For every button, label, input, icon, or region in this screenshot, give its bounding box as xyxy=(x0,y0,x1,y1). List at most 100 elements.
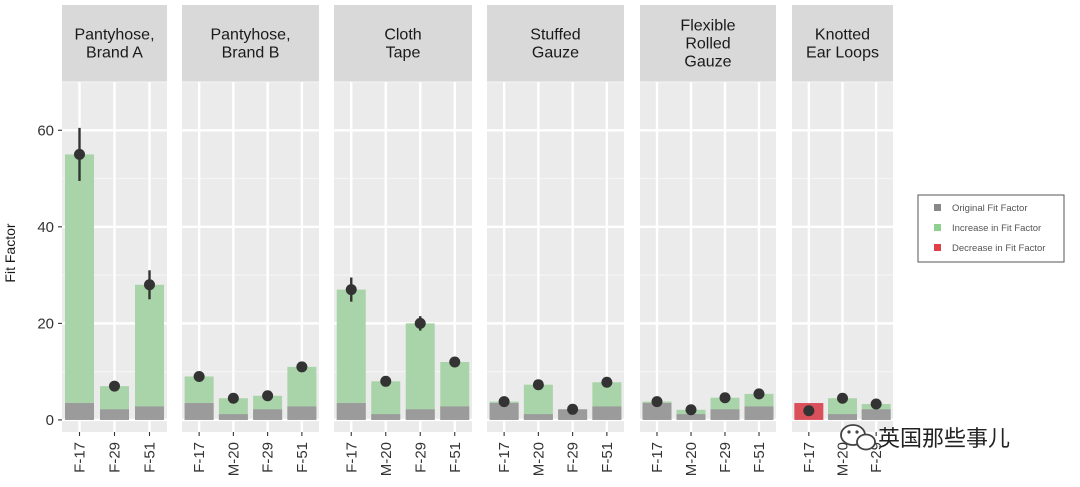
panel-title-line: Brand A xyxy=(86,45,143,62)
bar-original xyxy=(828,414,857,420)
data-point xyxy=(414,317,426,329)
x-tick-label: F-29 xyxy=(868,442,885,473)
y-tick-label: 60 xyxy=(37,122,54,139)
x-tick-label: M-20 xyxy=(378,442,395,476)
data-point xyxy=(753,388,765,400)
x-tick-label: F-29 xyxy=(107,442,124,473)
x-tick-label: F-17 xyxy=(343,442,360,473)
x-tick-label: F-17 xyxy=(801,442,818,473)
x-tick-label: F-51 xyxy=(447,442,464,473)
data-point xyxy=(601,376,613,388)
bar-original xyxy=(642,403,672,420)
bar-original xyxy=(65,403,94,420)
data-point xyxy=(262,390,274,402)
legend: Original Fit Factor Increase in Fit Facto… xyxy=(917,194,1065,263)
bar-original xyxy=(523,414,553,420)
data-point xyxy=(296,361,308,373)
data-point xyxy=(651,396,663,408)
y-tick-label: 20 xyxy=(37,315,54,332)
x-tick-label: F-17 xyxy=(496,442,513,473)
bar-original xyxy=(710,409,740,420)
x-tick-label: F-29 xyxy=(717,442,734,473)
panel-background xyxy=(487,82,624,432)
bar-original xyxy=(744,406,774,420)
legend-swatch-decrease xyxy=(934,244,941,251)
panel-title-line: Pantyhose, xyxy=(74,27,154,44)
panel-1: Pantyhose,Brand A F-17 F-29 F-51 xyxy=(62,5,167,473)
data-point xyxy=(567,403,579,415)
bar-original xyxy=(489,403,519,420)
data-point xyxy=(74,148,85,160)
bar-original xyxy=(336,403,366,420)
data-point xyxy=(227,392,239,404)
bar-increase xyxy=(405,323,435,420)
panel-title-line: Tape xyxy=(386,45,421,62)
x-tick-label: F-29 xyxy=(260,442,277,473)
panel-strip xyxy=(487,5,624,82)
bar-original xyxy=(184,403,214,420)
bar-increase xyxy=(523,384,553,420)
data-point xyxy=(345,284,357,296)
y-tick-label: 40 xyxy=(37,219,54,236)
y-axis-title: Fit Factor xyxy=(2,223,18,282)
wechat-icon xyxy=(840,424,876,451)
watermark: 英国那些事儿 xyxy=(840,424,1010,452)
legend-box xyxy=(917,194,1065,263)
panel-strip xyxy=(792,5,893,82)
panel-strip xyxy=(182,5,319,82)
data-point xyxy=(380,375,392,387)
x-tick-label: M-20 xyxy=(835,442,852,476)
bar-original xyxy=(371,414,401,420)
watermark-text: 英国那些事儿 xyxy=(878,427,1010,452)
x-tick-label: F-51 xyxy=(142,442,159,473)
panel-title-line: Gauze xyxy=(532,45,579,62)
panel-title-line: Cloth xyxy=(384,27,421,44)
data-point xyxy=(532,379,544,391)
panel-title-line: Brand B xyxy=(222,45,280,62)
bar-original xyxy=(405,409,435,420)
x-tick-label: F-17 xyxy=(649,442,666,473)
panel-background xyxy=(640,82,776,432)
x-tick-label: F-51 xyxy=(599,442,616,473)
bar-original xyxy=(440,406,470,420)
legend-swatch-increase xyxy=(934,224,941,231)
panel-strip xyxy=(640,5,776,82)
bar-increase xyxy=(135,284,164,420)
bar-original xyxy=(135,406,164,420)
panel-strip xyxy=(62,5,167,82)
bar-original xyxy=(676,414,706,420)
panel-title-line: Ear Loops xyxy=(806,45,879,62)
x-tick-label: M-20 xyxy=(683,442,700,476)
data-point xyxy=(870,398,882,410)
y-tick-label: 0 xyxy=(46,412,54,429)
bar-original xyxy=(100,409,129,420)
panel-title-line: Stuffed xyxy=(530,27,580,44)
bar-original xyxy=(592,406,622,420)
x-tick-label: F-29 xyxy=(565,442,582,473)
legend-label-increase: Increase in Fit Factor xyxy=(952,223,1041,234)
data-point xyxy=(685,404,697,416)
y-axis: 0 20 40 60 xyxy=(37,122,62,429)
panel-title-line: Gauze xyxy=(684,54,731,71)
bar-original xyxy=(218,414,248,420)
bar-original xyxy=(287,406,317,420)
data-point xyxy=(193,370,205,382)
bar-increase xyxy=(336,289,366,420)
bar-increase xyxy=(371,381,401,420)
x-tick-label: F-51 xyxy=(294,442,311,473)
legend-label-decrease: Decrease in Fit Factor xyxy=(952,243,1045,254)
data-point xyxy=(719,392,731,404)
x-tick-label: F-51 xyxy=(751,442,768,473)
bar-original xyxy=(861,409,891,420)
x-tick-label: M-20 xyxy=(225,442,242,476)
legend-swatch-original xyxy=(934,204,941,211)
panel-title-line: Flexible xyxy=(680,18,735,35)
data-point xyxy=(144,279,155,291)
x-tick-label: F-17 xyxy=(191,442,208,473)
